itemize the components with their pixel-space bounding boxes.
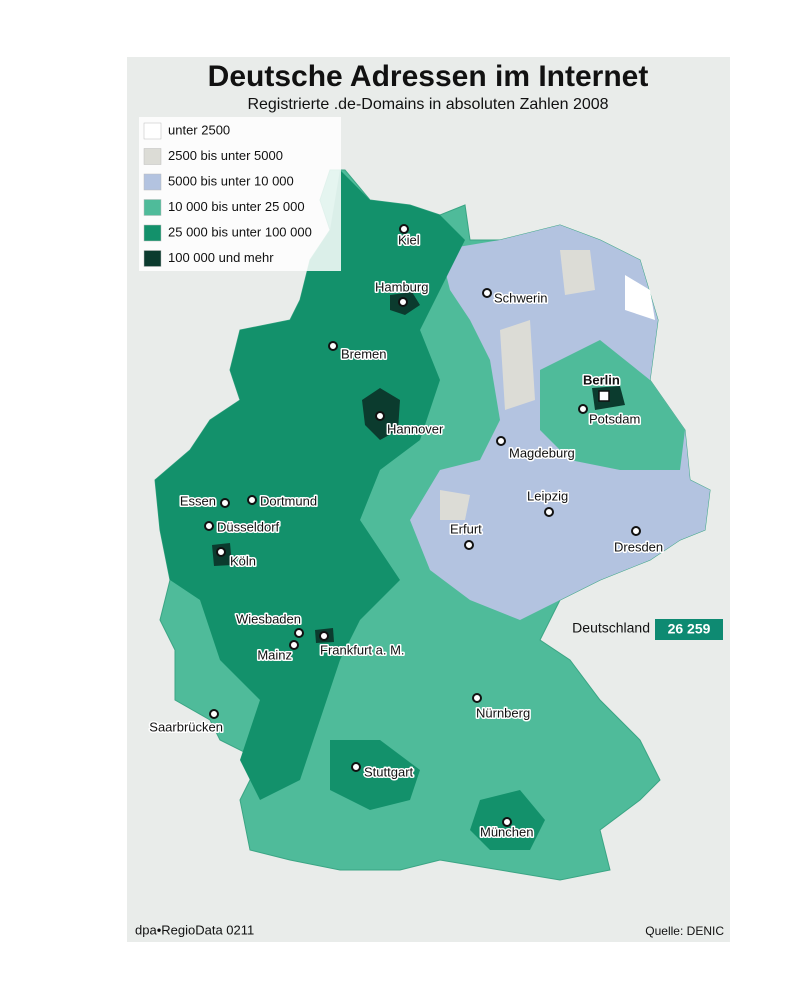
total-label: Deutschland [572,620,650,636]
legend-label: 5000 bis unter 10 000 [168,173,294,188]
legend-box [139,117,341,271]
total-badge [655,619,723,640]
city-marker [496,436,506,446]
city-marker [220,498,230,508]
city-label: Bremen [341,346,387,361]
city-label: Mainz [257,647,292,662]
city-label: Schwerin [494,290,547,305]
city-marker [294,628,304,638]
legend-label: unter 2500 [168,122,230,137]
city-label: Magdeburg [509,445,575,460]
city-marker [631,526,641,536]
city-marker [482,288,492,298]
legend-label: 10 000 bis unter 25 000 [168,199,305,214]
city-marker [502,817,512,827]
city-marker [375,411,385,421]
city-marker [544,507,554,517]
city-label: Kiel [398,232,420,247]
city-marker [398,297,408,307]
city-label: Erfurt [450,521,482,536]
city-label: Essen [180,493,216,508]
capital-marker [598,390,610,402]
city-label: Köln [230,553,256,568]
region-west [155,170,465,800]
city-label: Saarbrücken [149,719,223,734]
city-label: Hamburg [375,279,428,294]
city-marker [578,404,588,414]
city-label: Düsseldorf [217,519,280,534]
city-marker [399,224,409,234]
city-label: München [480,824,533,839]
legend-swatch [143,148,162,165]
city-label: Frankfurt a. M. [320,642,405,657]
city-marker [204,521,214,531]
city-label: Potsdam [589,411,640,426]
city-marker [289,640,299,650]
legend-swatch [143,122,162,140]
region-south [330,740,420,810]
city-label: Wiesbaden [236,611,301,626]
region-white-1 [625,275,655,320]
city-marker [328,341,338,351]
source: Quelle: DENIC [645,924,724,938]
legend-label: 100 000 und mehr [168,250,274,265]
city-label: Nürnberg [476,705,530,720]
city-label: Berlin [583,372,620,387]
city-marker [464,540,474,550]
legend-swatch [143,224,162,242]
cities: Kiel Hamburg Schwerin Bremen Berlin Potsdam Ha… [148,224,665,841]
region-grey-1 [560,250,595,295]
legend-label: 2500 bis unter 5000 [168,148,283,163]
region-grey-3 [440,490,470,520]
city-marker [319,631,329,641]
legend: unter 2500 2500 bis unter 5000 5000 bis un… [139,117,341,271]
city-label: Dresden [614,539,663,554]
city-marker [247,495,257,505]
city-marker [472,693,482,703]
city-label: Hannover [387,421,444,436]
region-grey-2 [500,320,535,410]
legend-label: 25 000 bis unter 100 000 [168,224,312,239]
city-label: Dortmund [260,493,317,508]
legend-swatch [143,199,162,216]
city-marker [216,547,226,557]
city-label: Leipzig [527,488,568,503]
city-marker [351,762,361,772]
city-label: Stuttgart [364,764,414,779]
legend-swatch [143,173,162,191]
credit: dpa•RegioData 0211 [135,922,254,937]
legend-swatch [143,250,162,267]
subtitle: Registrierte .de-Domains in absoluten Za… [247,96,608,113]
title: Deutsche Adressen im Internet [208,60,649,93]
city-marker [209,709,219,719]
total-value: 26 259 [668,621,711,637]
